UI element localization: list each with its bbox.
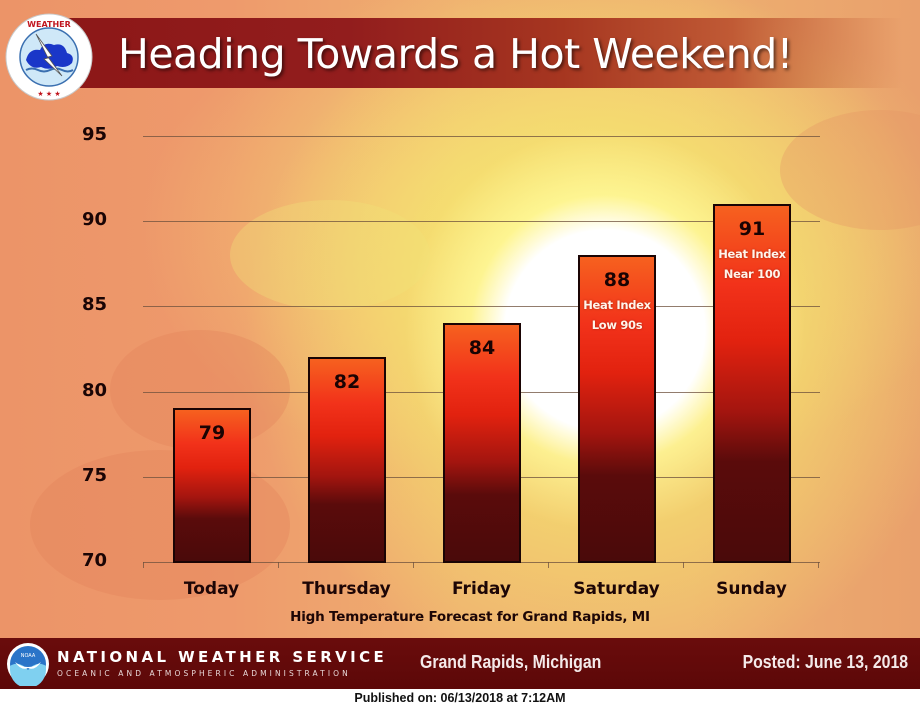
footer-band: NOAA NATIONAL WEATHER SERVICE OCEANIC AN… xyxy=(0,638,920,689)
x-tick-mark xyxy=(818,562,819,568)
y-tick-label: 85 xyxy=(82,294,108,315)
y-tick-label: 90 xyxy=(82,209,108,230)
y-tick-label: 80 xyxy=(82,380,108,401)
x-tick-mark xyxy=(413,562,414,568)
x-category-label: Thursday xyxy=(302,579,391,599)
office-location: Grand Rapids, Michigan xyxy=(420,652,602,672)
heat-index-value: Near 100 xyxy=(723,267,781,281)
noaa-logo-icon: NOAA xyxy=(7,643,49,686)
heat-index-label: Heat Index xyxy=(583,298,651,312)
x-tick-mark xyxy=(278,562,279,568)
heat-index-value: Low 90s xyxy=(591,318,643,332)
bar-today: 79 xyxy=(173,408,251,563)
x-axis-title: High Temperature Forecast for Grand Rapi… xyxy=(290,609,650,625)
gridline-90 xyxy=(143,221,820,222)
bar-sunday: 91 Heat Index Near 100 xyxy=(713,204,791,563)
svg-text:★ ★ ★: ★ ★ ★ xyxy=(37,90,60,98)
x-tick-mark xyxy=(143,562,144,568)
bar-value-label: 84 xyxy=(468,337,496,359)
nws-logo-icon: WEATHER ★ ★ ★ xyxy=(5,13,93,101)
x-category-label: Friday xyxy=(452,579,511,599)
bar-value-label: 91 xyxy=(738,218,766,240)
bar-thursday: 82 xyxy=(308,357,386,563)
page-title: Heading Towards a Hot Weekend! xyxy=(118,30,793,78)
bar-saturday: 88 Heat Index Low 90s xyxy=(578,255,656,563)
heat-index-label: Heat Index xyxy=(718,247,786,261)
y-tick-label: 95 xyxy=(82,124,108,145)
published-timestamp: Published on: 06/13/2018 at 7:12AM xyxy=(0,689,920,709)
bar-chart: 95 90 85 80 75 70 79 82 84 88 Heat Index… xyxy=(82,124,820,625)
x-tick-mark xyxy=(548,562,549,568)
gridline-85 xyxy=(143,306,820,307)
agency-name: NATIONAL WEATHER SERVICE xyxy=(57,648,388,666)
y-tick-label: 75 xyxy=(82,465,108,486)
title-banner xyxy=(52,18,902,88)
x-category-label: Sunday xyxy=(716,579,787,599)
heat-index-note: Heat Index Near 100 xyxy=(715,244,789,284)
x-category-label: Saturday xyxy=(573,579,660,599)
gridline-95 xyxy=(143,136,820,137)
agency-subtitle: OCEANIC AND ATMOSPHERIC ADMINISTRATION xyxy=(57,669,351,678)
x-category-label: Today xyxy=(183,579,240,599)
y-tick-label: 70 xyxy=(82,550,108,571)
heat-index-note: Heat Index Low 90s xyxy=(580,295,654,335)
posted-date: Posted: June 13, 2018 xyxy=(742,652,908,672)
bar-value-label: 79 xyxy=(198,422,226,444)
bar-friday: 84 xyxy=(443,323,521,563)
x-tick-mark xyxy=(683,562,684,568)
bar-value-label: 82 xyxy=(333,371,361,393)
bar-value-label: 88 xyxy=(603,269,631,291)
cloud-shape xyxy=(230,200,430,310)
svg-text:WEATHER: WEATHER xyxy=(27,20,71,29)
svg-text:NOAA: NOAA xyxy=(21,653,36,659)
